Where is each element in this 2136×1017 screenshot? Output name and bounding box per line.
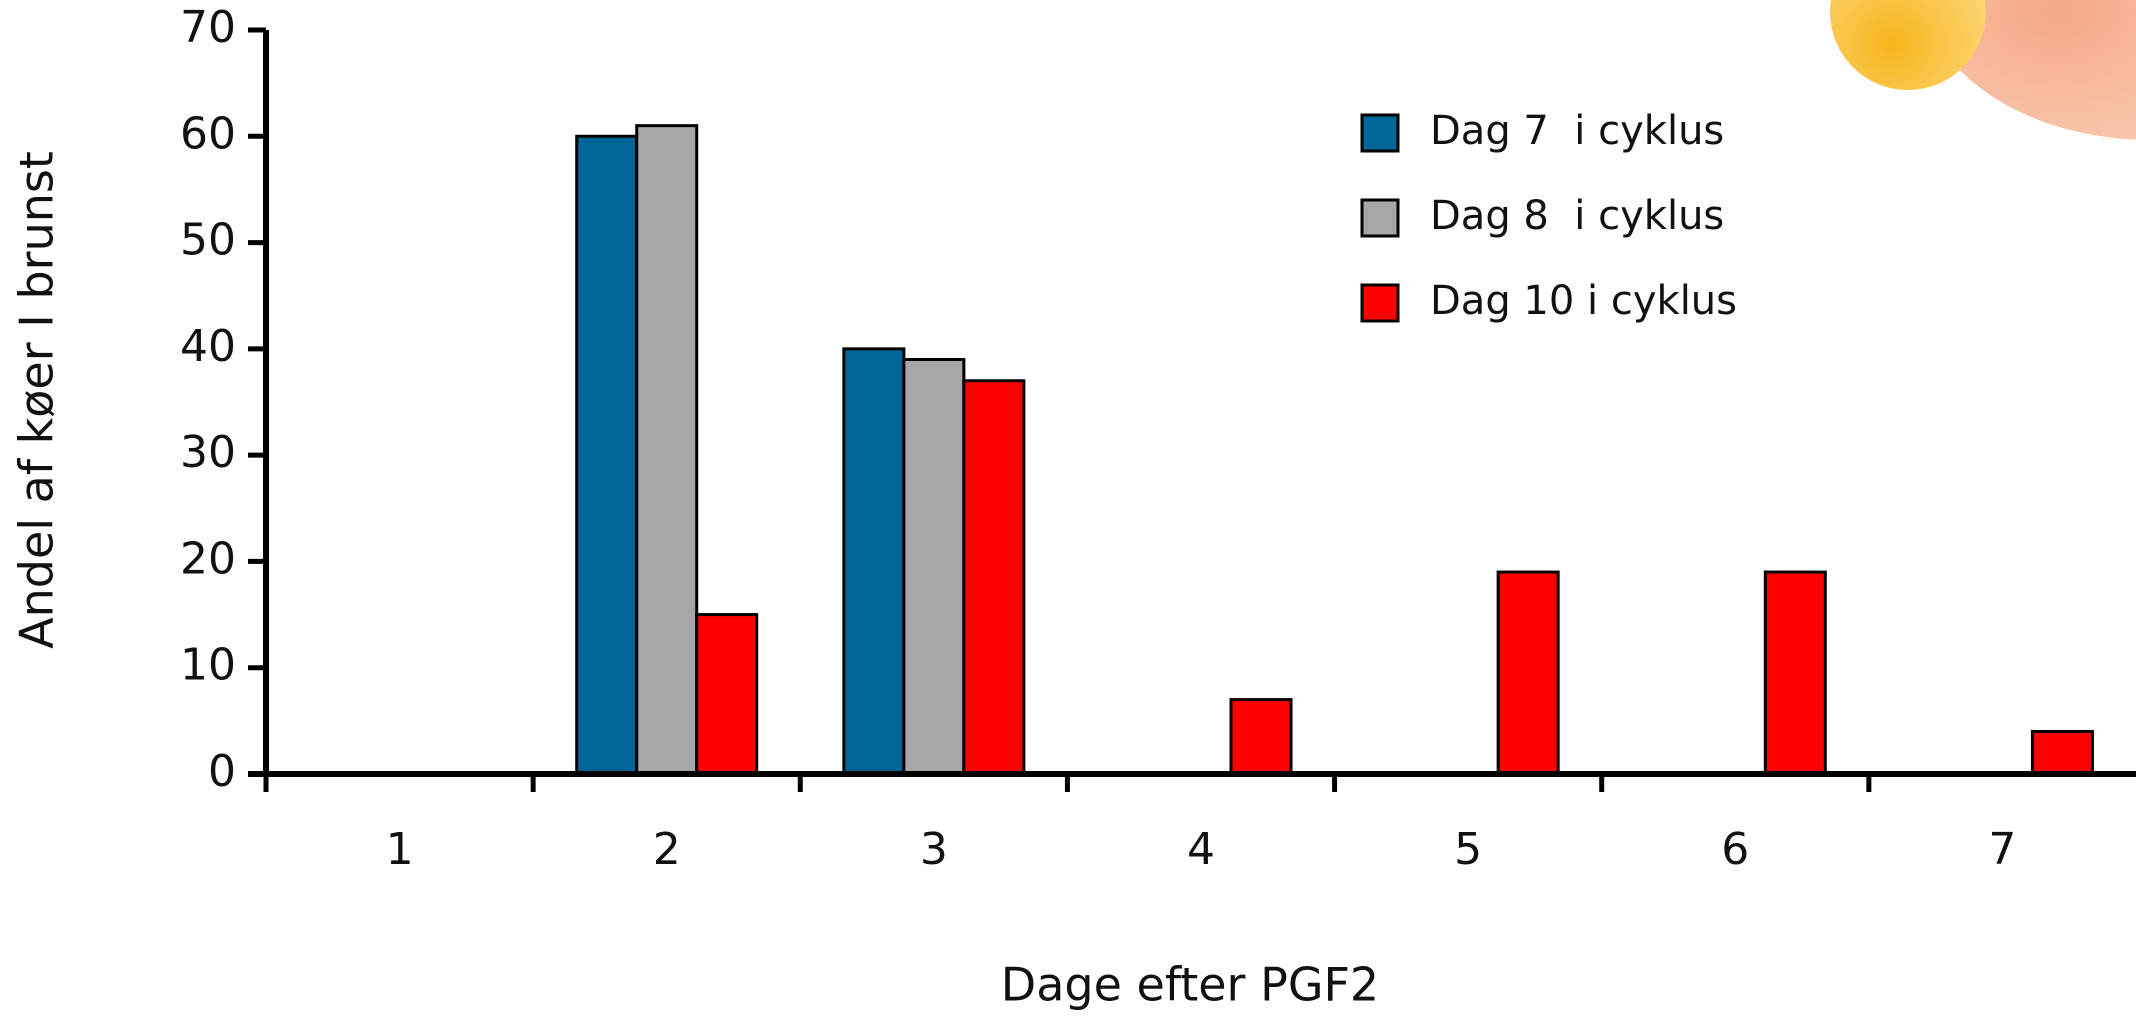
y-tick-label: 70	[180, 2, 236, 53]
bar	[695, 613, 759, 776]
x-tick-label: 3	[920, 824, 948, 875]
y-axis-title: Andel af køer I brunst	[10, 151, 64, 649]
bar	[902, 357, 966, 776]
bar	[635, 124, 699, 776]
bar	[2030, 729, 2094, 776]
legend-label: Dag 10 i cyklus	[1430, 278, 1737, 324]
y-tick-label: 0	[208, 746, 236, 797]
bar	[962, 379, 1026, 776]
y-tick-label: 60	[180, 108, 236, 159]
x-tick-label: 4	[1187, 824, 1215, 875]
x-tick-label: 2	[653, 824, 681, 875]
legend-label: Dag 8 i cyklus	[1430, 193, 1724, 239]
bar	[1229, 698, 1293, 776]
legend-swatch	[1360, 283, 1400, 323]
x-tick-label: 5	[1454, 824, 1482, 875]
decoration	[1830, 0, 1986, 90]
y-tick-label: 50	[180, 215, 236, 266]
bar	[1763, 570, 1827, 776]
x-tick-label: 7	[1988, 824, 2016, 875]
x-axis-title: Dage efter PGF2	[1001, 958, 1379, 1012]
y-tick-label: 10	[180, 640, 236, 691]
bar	[1496, 570, 1560, 776]
legend-swatch	[1360, 198, 1400, 238]
y-tick-label: 30	[180, 427, 236, 478]
x-tick-label: 6	[1721, 824, 1749, 875]
legend-label: Dag 7 i cyklus	[1430, 108, 1724, 154]
bar	[575, 134, 639, 776]
y-tick-label: 40	[180, 321, 236, 372]
legend-swatch	[1360, 113, 1400, 153]
y-tick-label: 20	[180, 533, 236, 584]
x-tick-label: 1	[386, 824, 414, 875]
bar	[842, 347, 906, 776]
